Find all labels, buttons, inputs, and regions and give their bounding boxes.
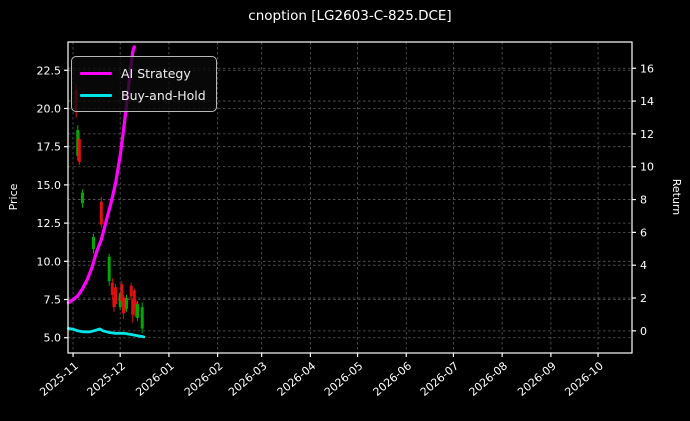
left-tick-label: 7.5: [44, 294, 62, 307]
legend: AI Strategy Buy-and-Hold: [71, 56, 217, 112]
right-tick-label: 12: [640, 128, 654, 141]
candle-body: [80, 192, 84, 204]
candle-body: [113, 287, 117, 305]
right-tick-label: 10: [640, 161, 654, 174]
candle-body: [91, 236, 95, 250]
legend-item-ai-strategy: AI Strategy: [80, 62, 206, 84]
candle-body: [110, 282, 114, 295]
buy-and-hold-line: [66, 326, 146, 339]
x-tick-label: 2025-12: [85, 359, 129, 399]
plot-border: [67, 41, 633, 354]
x-tick-label: 2026-02: [182, 359, 226, 399]
candle-body: [99, 201, 103, 225]
x-tick-label: 2026-09: [515, 359, 559, 399]
ai-strategy-line-swatch: [80, 71, 112, 75]
candle-body: [118, 293, 122, 308]
candle-body: [76, 129, 80, 156]
candle-body: [140, 307, 144, 329]
left-tick-label: 17.5: [37, 141, 62, 154]
candle-body: [123, 299, 127, 311]
left-tick-label: 20.0: [37, 102, 62, 115]
candle-body: [121, 297, 125, 314]
candle-body: [124, 297, 128, 309]
candle-body: [112, 297, 116, 308]
chart-title: cnoption [LG2603-C-825.DCE]: [248, 8, 452, 24]
x-tick-label: 2026-06: [371, 359, 415, 399]
left-tick-label: 5.0: [44, 332, 62, 345]
right-tick-label: 14: [640, 95, 654, 108]
right-tick-label: 8: [640, 194, 647, 207]
legend-label-ai-strategy: AI Strategy: [121, 65, 191, 81]
candle-body: [120, 284, 124, 302]
x-tick-label: 2026-05: [322, 359, 366, 399]
legend-item-buy-and-hold: Buy-and-Hold: [80, 84, 206, 106]
x-tick-label: 2026-08: [467, 359, 511, 399]
left-tick-label: 15.0: [37, 179, 62, 192]
buy-and-hold-line-swatch: [80, 93, 112, 97]
x-tick-label: 2026-07: [418, 359, 462, 399]
candle-body: [131, 299, 135, 315]
candle-body: [129, 285, 133, 297]
left-tick-label: 10.0: [37, 255, 62, 268]
right-tick-label: 2: [640, 292, 647, 305]
candle-body: [107, 256, 111, 282]
legend-label-buy-and-hold: Buy-and-Hold: [121, 87, 206, 103]
right-tick-label: 16: [640, 62, 654, 75]
left-tick-label: 12.5: [37, 217, 62, 230]
x-tick-label: 2026-10: [562, 359, 606, 399]
right-tick-label: 6: [640, 226, 647, 239]
right-tick-label: 4: [640, 259, 647, 272]
x-tick-label: 2025-11: [37, 359, 81, 399]
candle-body: [134, 302, 138, 317]
right-tick-label: 0: [640, 325, 647, 338]
candle-body: [77, 139, 81, 162]
candle-body: [135, 304, 139, 318]
x-tick-label: 2026-04: [275, 359, 319, 399]
candle-body: [132, 290, 136, 308]
left-tick-label: 22.5: [37, 64, 62, 77]
x-tick-label: 2026-01: [133, 359, 177, 399]
x-tick-label: 2026-03: [226, 359, 270, 399]
